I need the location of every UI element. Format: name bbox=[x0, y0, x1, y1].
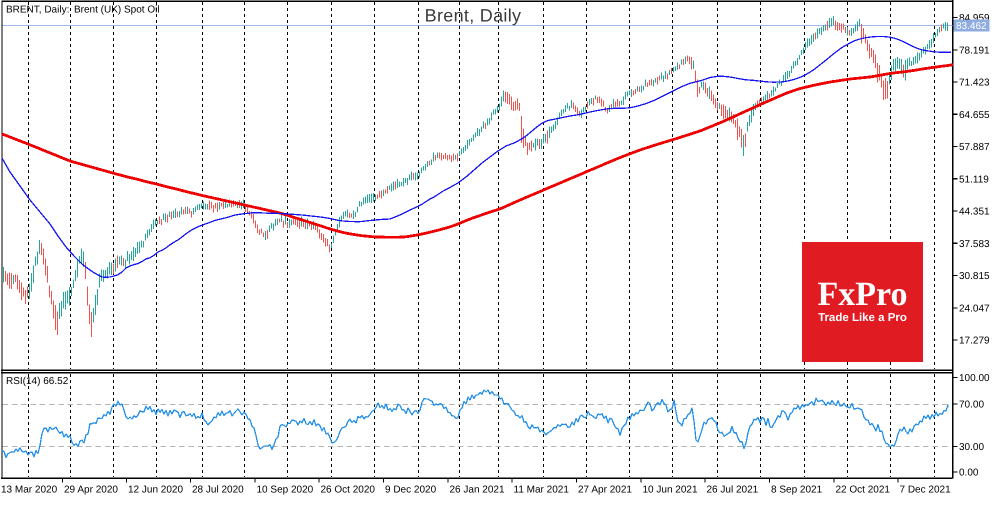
svg-text:51.119: 51.119 bbox=[959, 174, 989, 185]
svg-text:71.423: 71.423 bbox=[959, 78, 990, 89]
svg-text:11 Mar 2021: 11 Mar 2021 bbox=[514, 485, 570, 496]
svg-text:24.047: 24.047 bbox=[959, 304, 990, 315]
svg-text:10 Sep 2020: 10 Sep 2020 bbox=[257, 485, 314, 496]
svg-text:13 Mar 2020: 13 Mar 2020 bbox=[1, 485, 58, 496]
svg-text:29 Apr 2020: 29 Apr 2020 bbox=[64, 485, 118, 496]
svg-text:28 Jul 2020: 28 Jul 2020 bbox=[192, 485, 244, 496]
svg-text:70.00: 70.00 bbox=[959, 400, 984, 411]
svg-text:30.815: 30.815 bbox=[959, 271, 990, 282]
svg-text:FxPro: FxPro bbox=[817, 276, 907, 313]
svg-text:8 Sep 2021: 8 Sep 2021 bbox=[771, 485, 823, 496]
svg-text:100.00: 100.00 bbox=[959, 373, 990, 384]
svg-text:7 Dec 2021: 7 Dec 2021 bbox=[900, 485, 952, 496]
svg-text:0.00: 0.00 bbox=[959, 468, 979, 479]
svg-text:57.887: 57.887 bbox=[959, 142, 990, 153]
svg-text:10 Jun 2021: 10 Jun 2021 bbox=[643, 485, 698, 496]
svg-text:44.351: 44.351 bbox=[959, 207, 990, 218]
svg-text:84.959: 84.959 bbox=[959, 13, 990, 24]
svg-text:26 Oct 2020: 26 Oct 2020 bbox=[321, 485, 376, 496]
svg-text:83.462: 83.462 bbox=[956, 21, 987, 32]
svg-text:BRENT, Daily:: BRENT, Daily: bbox=[6, 4, 69, 15]
svg-text:17.279: 17.279 bbox=[959, 336, 990, 347]
svg-text:9 Dec 2020: 9 Dec 2020 bbox=[385, 485, 437, 496]
svg-text:RSI(14) 66.52: RSI(14) 66.52 bbox=[6, 376, 69, 387]
svg-text:Brent, Daily: Brent, Daily bbox=[425, 5, 522, 25]
svg-text:64.655: 64.655 bbox=[959, 110, 990, 121]
svg-text:37.583: 37.583 bbox=[959, 239, 990, 250]
svg-text:30.00: 30.00 bbox=[959, 442, 984, 453]
svg-text:Trade Like a Pro: Trade Like a Pro bbox=[818, 312, 907, 324]
svg-text:22 Oct 2021: 22 Oct 2021 bbox=[836, 485, 891, 496]
svg-text:78.191: 78.191 bbox=[959, 46, 990, 57]
svg-text:26 Jan 2021: 26 Jan 2021 bbox=[450, 485, 505, 496]
svg-text:27 Apr 2021: 27 Apr 2021 bbox=[578, 485, 632, 496]
svg-text:12 Jun 2020: 12 Jun 2020 bbox=[128, 485, 183, 496]
svg-text:26 Jul 2021: 26 Jul 2021 bbox=[707, 485, 759, 496]
svg-text:Brent (UK) Spot Oil: Brent (UK) Spot Oil bbox=[74, 4, 160, 15]
